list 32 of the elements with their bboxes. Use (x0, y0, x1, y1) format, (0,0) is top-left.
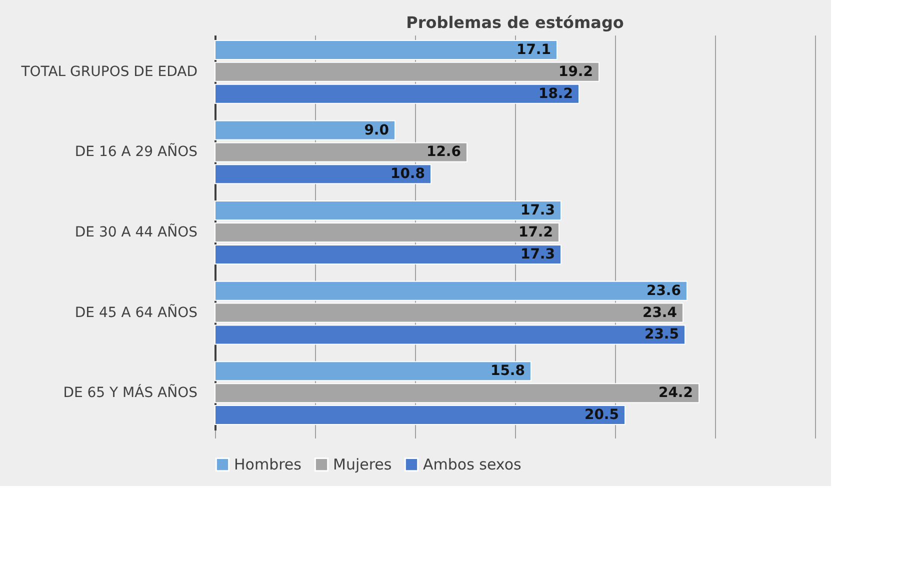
data-label: 23.6 (646, 282, 681, 299)
data-label: 23.5 (644, 326, 679, 343)
y-tick-label: DE 30 A 44 AÑOS (74, 224, 198, 240)
data-label: 15.8 (490, 363, 525, 380)
legend-label: Hombres (234, 456, 302, 474)
data-label: 24.2 (658, 385, 693, 402)
data-label: 19.2 (558, 64, 593, 80)
data-label: 9.0 (364, 122, 390, 138)
data-label: 17.3 (520, 246, 555, 262)
data-label: 20.5 (584, 407, 619, 424)
y-tick-label: TOTAL GRUPOS DE EDAD (20, 64, 198, 80)
bar (214, 280, 688, 301)
data-label: 10.8 (390, 166, 425, 182)
legend-label: Ambos sexos (423, 456, 522, 474)
bar (214, 84, 580, 104)
y-tick-label: DE 45 A 64 AÑOS (74, 304, 198, 321)
bar (214, 405, 626, 426)
data-label: 18.2 (538, 86, 573, 102)
chart-title: Problemas de estómago (406, 13, 624, 32)
data-label: 23.4 (642, 304, 678, 321)
bar (214, 244, 562, 264)
data-label: 12.6 (426, 144, 461, 160)
bar (214, 164, 432, 184)
data-label: 17.1 (516, 42, 551, 58)
y-tick-label: DE 65 Y MÁS AÑOS (63, 384, 198, 402)
bar (214, 200, 562, 221)
data-label: 17.3 (520, 202, 555, 219)
bar (214, 361, 532, 382)
legend-label: Mujeres (333, 456, 392, 474)
bar (214, 40, 558, 60)
data-label: 17.2 (518, 224, 553, 240)
y-tick-label: DE 16 A 29 AÑOS (74, 143, 198, 160)
